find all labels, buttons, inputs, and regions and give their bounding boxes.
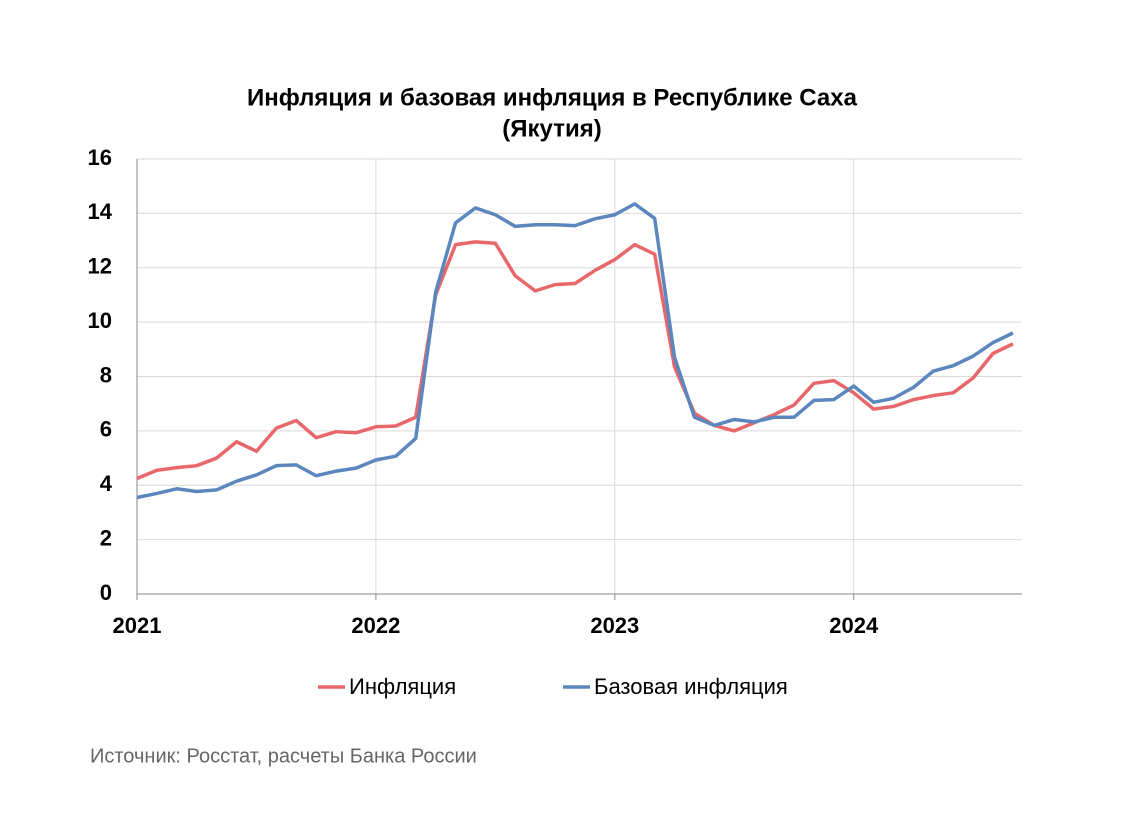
y-tick-label: 4 bbox=[100, 471, 113, 496]
y-tick-label: 14 bbox=[88, 199, 113, 224]
y-tick-label: 2 bbox=[100, 525, 112, 550]
source-note: Источник: Росстат, расчеты Банка России bbox=[90, 745, 477, 767]
x-tick-label: 2024 bbox=[829, 613, 879, 638]
line-series bbox=[136, 240, 1014, 481]
y-tick-label: 8 bbox=[100, 362, 112, 387]
legend-label: Инфляция bbox=[349, 674, 456, 699]
y-tick-label: 6 bbox=[100, 417, 112, 442]
y-tick-label: 16 bbox=[88, 145, 112, 170]
legend-label: Базовая инфляция bbox=[594, 674, 788, 699]
y-tick-label: 12 bbox=[88, 254, 112, 279]
line-series bbox=[136, 202, 1014, 500]
y-tick-label: 0 bbox=[100, 580, 112, 605]
x-tick-label: 2021 bbox=[113, 613, 162, 638]
chart-title: (Якутия) bbox=[502, 115, 601, 142]
x-tick-label: 2023 bbox=[590, 613, 639, 638]
y-tick-label: 10 bbox=[88, 308, 112, 333]
chart-title: Инфляция и базовая инфляция в Республике… bbox=[247, 84, 858, 111]
x-tick-label: 2022 bbox=[351, 613, 400, 638]
